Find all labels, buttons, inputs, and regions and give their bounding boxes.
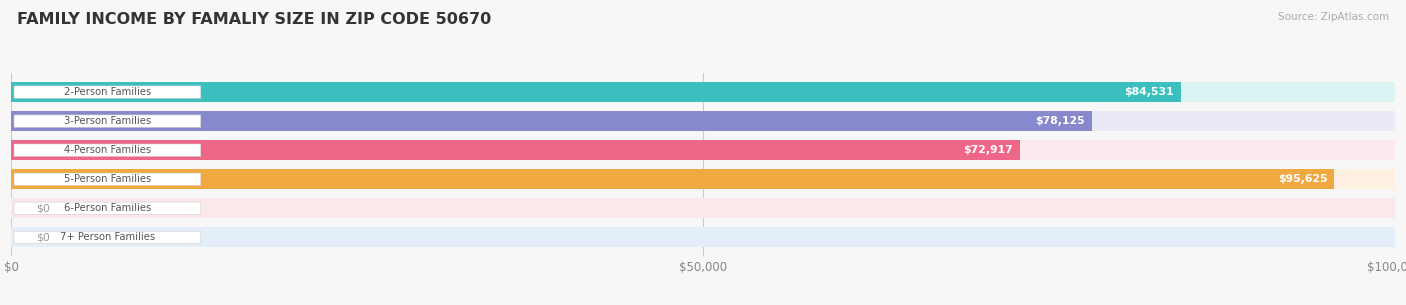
Text: $72,917: $72,917 (963, 145, 1014, 155)
FancyBboxPatch shape (14, 173, 201, 185)
Text: $95,625: $95,625 (1278, 174, 1327, 184)
Text: FAMILY INCOME BY FAMALIY SIZE IN ZIP CODE 50670: FAMILY INCOME BY FAMALIY SIZE IN ZIP COD… (17, 12, 491, 27)
Text: 5-Person Families: 5-Person Families (63, 174, 150, 184)
Bar (11, 169, 1395, 189)
Text: Source: ZipAtlas.com: Source: ZipAtlas.com (1278, 12, 1389, 22)
Bar (11, 82, 1395, 102)
Bar (11, 140, 1395, 160)
FancyBboxPatch shape (14, 115, 201, 127)
Text: 6-Person Families: 6-Person Families (63, 203, 150, 213)
Text: $0: $0 (37, 203, 51, 213)
Bar (11, 111, 1092, 131)
Bar (11, 82, 1181, 102)
Text: 4-Person Families: 4-Person Families (63, 145, 150, 155)
Bar (11, 228, 1395, 247)
Text: 7+ Person Families: 7+ Person Families (60, 232, 155, 242)
FancyBboxPatch shape (14, 144, 201, 156)
Bar (11, 111, 1395, 131)
Bar (11, 198, 1395, 218)
Text: $0: $0 (37, 232, 51, 242)
Text: 3-Person Families: 3-Person Families (63, 116, 150, 126)
FancyBboxPatch shape (14, 202, 201, 214)
Bar (11, 140, 1021, 160)
Text: 2-Person Families: 2-Person Families (63, 87, 150, 97)
Text: $78,125: $78,125 (1036, 116, 1085, 126)
FancyBboxPatch shape (14, 231, 201, 243)
FancyBboxPatch shape (14, 86, 201, 98)
Text: $84,531: $84,531 (1125, 87, 1174, 97)
Bar (11, 169, 1334, 189)
